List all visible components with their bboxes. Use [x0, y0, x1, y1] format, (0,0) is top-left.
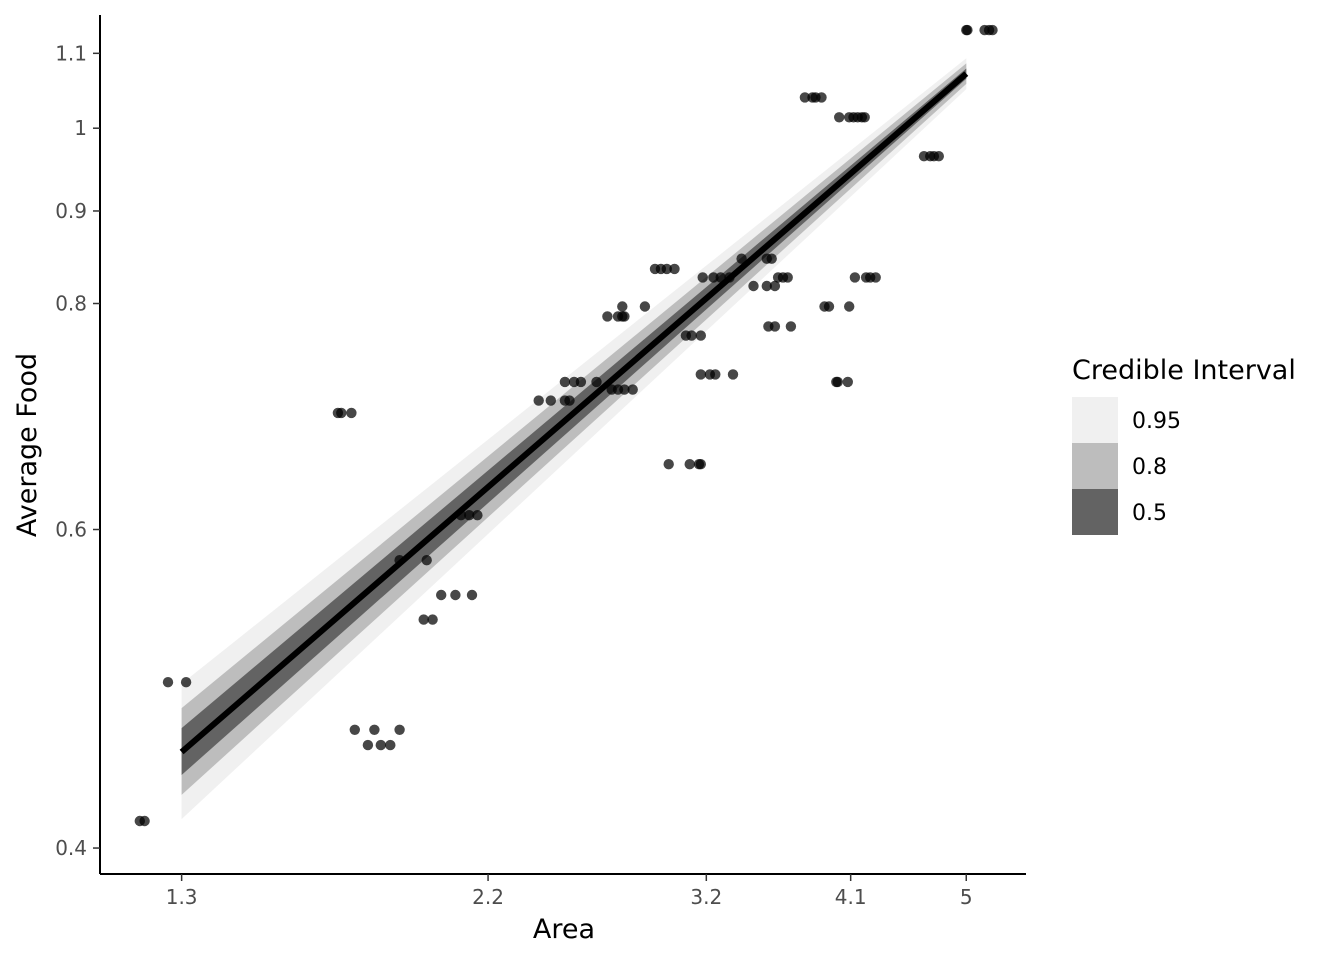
data-point [663, 459, 674, 470]
data-point [545, 395, 556, 406]
y-tick-label: 1.1 [55, 41, 87, 65]
x-tick-label: 2.2 [472, 885, 504, 909]
data-point [785, 321, 797, 332]
data-point [816, 92, 827, 103]
data-point [686, 330, 697, 341]
y-tick-label: 0.4 [55, 836, 87, 860]
y-tick-label: 0.6 [55, 518, 87, 542]
legend-label: 0.5 [1132, 501, 1167, 526]
data-point [162, 677, 174, 688]
x-tick-label: 4.1 [835, 885, 867, 909]
data-point [870, 272, 881, 283]
data-point [834, 112, 845, 123]
data-point [710, 369, 721, 380]
y-tick-label: 0.9 [55, 199, 87, 223]
data-point [697, 272, 708, 283]
data-point [346, 407, 357, 419]
data-point [591, 376, 602, 388]
data-point [362, 739, 374, 751]
data-point [349, 724, 360, 735]
legend-label: 0.95 [1132, 409, 1181, 434]
data-point [466, 589, 478, 601]
data-point [987, 24, 998, 36]
legend-swatch [1072, 443, 1118, 489]
data-point [418, 614, 429, 625]
data-point [617, 301, 628, 312]
x-tick-label: 5 [960, 885, 973, 909]
data-point [736, 253, 747, 264]
data-point [436, 589, 447, 601]
x-axis-title: Area [533, 914, 595, 945]
fit-line [179, 71, 969, 755]
data-point [602, 311, 613, 322]
data-point [832, 376, 843, 388]
data-point [708, 272, 719, 283]
data-point [695, 459, 706, 470]
data-point [844, 301, 855, 312]
data-point [823, 301, 835, 312]
data-point [559, 376, 571, 388]
data-point [385, 739, 396, 751]
legend-title: Credible Interval [1072, 355, 1296, 386]
data-point [464, 510, 475, 521]
data-point [669, 263, 680, 275]
x-ticks: 1.3 2.2 3.2 4.1 5 [166, 874, 973, 909]
data-point [727, 369, 739, 380]
x-tick-label: 1.3 [166, 885, 198, 909]
data-point [180, 677, 192, 688]
data-point [533, 395, 544, 406]
data-point [619, 311, 630, 322]
y-tick-label: 0.8 [55, 292, 87, 316]
data-point [684, 459, 695, 470]
legend-entries: 0.95 0.8 0.5 [1072, 397, 1181, 535]
data-point [769, 321, 781, 332]
data-point [375, 739, 386, 751]
data-point [139, 815, 150, 827]
data-point [769, 280, 781, 292]
data-point [450, 589, 461, 601]
data-point [661, 263, 672, 275]
axes [99, 15, 1026, 875]
data-point [695, 330, 706, 341]
data-point [695, 369, 706, 380]
y-axis-title: Average Food [12, 353, 43, 537]
data-point [564, 395, 575, 406]
data-point [761, 280, 772, 292]
data-point [421, 555, 432, 566]
data-point [782, 272, 793, 283]
data-point [799, 92, 811, 103]
data-point [619, 384, 630, 395]
data-point [859, 112, 870, 123]
data-point [427, 614, 438, 625]
data-point [748, 280, 759, 292]
data-point [369, 724, 380, 735]
data-point [336, 407, 347, 419]
data-point [575, 376, 587, 388]
data-point [962, 24, 973, 36]
y-tick-label: 1 [74, 116, 87, 140]
data-point [766, 253, 777, 264]
data-point [627, 384, 638, 395]
data-point [639, 301, 651, 312]
legend-swatch [1072, 397, 1118, 443]
fit-line-group [179, 71, 969, 755]
legend-swatch [1072, 489, 1118, 535]
legend: Credible Interval 0.95 0.8 0.5 [1072, 355, 1296, 535]
data-point [933, 151, 944, 162]
y-ticks: 0.4 0.6 0.8 0.9 1 1.1 [55, 41, 100, 860]
data-point [394, 724, 405, 735]
data-point [849, 272, 861, 283]
data-point [842, 376, 853, 388]
data-points [134, 24, 998, 827]
x-tick-label: 3.2 [690, 885, 722, 909]
legend-label: 0.8 [1132, 455, 1167, 480]
data-point [472, 510, 483, 521]
